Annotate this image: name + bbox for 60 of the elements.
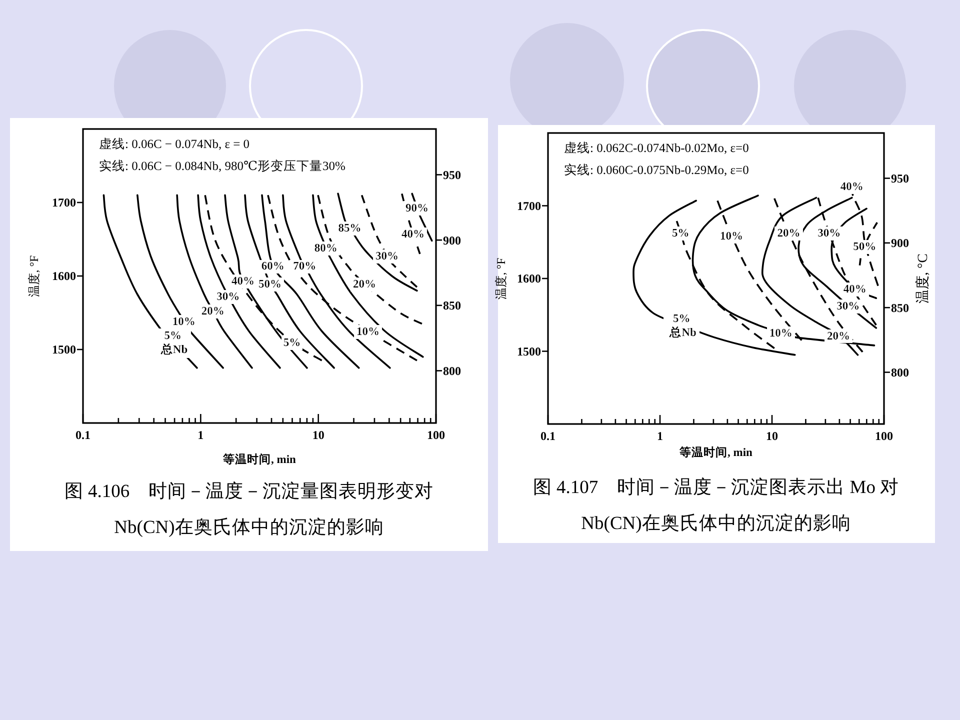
- y2-tick-label: 900: [443, 233, 461, 248]
- annotation: 30%: [836, 300, 860, 312]
- annotation: 30%: [216, 290, 240, 303]
- y-axis-title: 温度, °F: [494, 257, 508, 300]
- annotation: 20%: [201, 306, 224, 318]
- annotation: 30%: [375, 250, 398, 262]
- x-tick-label: 1: [657, 429, 663, 443]
- annotation: 40%: [843, 284, 866, 296]
- annotation: 50%: [258, 278, 282, 290]
- annotation: 40%: [402, 228, 425, 240]
- annotation: 20%: [353, 278, 376, 290]
- annotation: 实线: 0.06C − 0.084Nb, 980℃形变压下量30%: [99, 159, 346, 173]
- annotation: 80%: [314, 242, 338, 254]
- annotation: 90%: [406, 202, 429, 215]
- annotation: 5%: [283, 337, 301, 350]
- annotation: 10%: [172, 316, 196, 328]
- x-tick-label: 0.1: [540, 429, 556, 443]
- annotation: 20%: [777, 228, 800, 240]
- y2-tick-label: 850: [891, 300, 909, 315]
- x-axis-title: 等温时间, min: [678, 445, 754, 459]
- annotation: 5%: [672, 228, 690, 240]
- y-axis-title: 温度, °F: [27, 254, 42, 297]
- annotation: 30%: [818, 228, 841, 240]
- y2-tick-label: 950: [891, 171, 909, 186]
- annotation: 20%: [826, 330, 850, 342]
- annotation: 40%: [232, 275, 255, 288]
- text: 图 4.107 时间－温度－沉淀图表示出 Mo 对Nb(CN)在奥氏体中的沉淀的影响: [532, 476, 900, 534]
- annotation: 60%: [261, 260, 284, 273]
- y2-tick-label: 800: [443, 364, 461, 378]
- annotation: 40%: [840, 181, 864, 194]
- text: 图 4.106 时间－温度－沉淀量图表明形变对Nb(CN)在奥氏体中的沉淀的影响: [64, 480, 434, 538]
- y-tick-label: 1700: [517, 198, 541, 213]
- x-tick-label: 0.1: [76, 428, 90, 442]
- annotation: 虚线: 0.062C-0.074Nb-0.02Mo, ε=0: [564, 141, 749, 155]
- annotation: 50%: [853, 240, 876, 253]
- y-tick-label: 1600: [52, 269, 76, 284]
- y2-tick-label: 950: [443, 168, 461, 182]
- x-tick-label: 1: [198, 428, 204, 442]
- y-tick-label: 1700: [52, 196, 76, 210]
- x-tick-label: 100: [875, 429, 893, 443]
- annotation: 5% 总Nb: [158, 330, 188, 356]
- annotation: 70%: [293, 260, 316, 273]
- y2-axis-title: 温度, °C: [914, 254, 931, 304]
- annotation: 10%: [356, 326, 380, 338]
- annotation: 85%: [338, 222, 362, 235]
- annotation: 虚线: 0.06C − 0.074Nb, ε = 0: [99, 137, 250, 151]
- x-tick-label: 10: [766, 429, 778, 443]
- annotation: 10%: [720, 230, 744, 243]
- y2-tick-label: 800: [891, 365, 909, 380]
- x-axis-title: 等温时间, min: [222, 452, 297, 466]
- annotation: 5% 总Nb: [666, 313, 696, 340]
- annotation: 实线: 0.060C-0.075Nb-0.29Mo, ε=0: [564, 163, 749, 177]
- y2-tick-label: 900: [891, 236, 909, 250]
- x-tick-label: 100: [427, 428, 445, 442]
- y-tick-label: 1500: [517, 344, 541, 358]
- annotation: 10%: [769, 327, 792, 340]
- y-tick-label: 1600: [517, 272, 541, 286]
- y2-tick-label: 850: [443, 298, 461, 313]
- y-tick-label: 1500: [52, 342, 76, 357]
- x-tick-label: 10: [312, 428, 324, 442]
